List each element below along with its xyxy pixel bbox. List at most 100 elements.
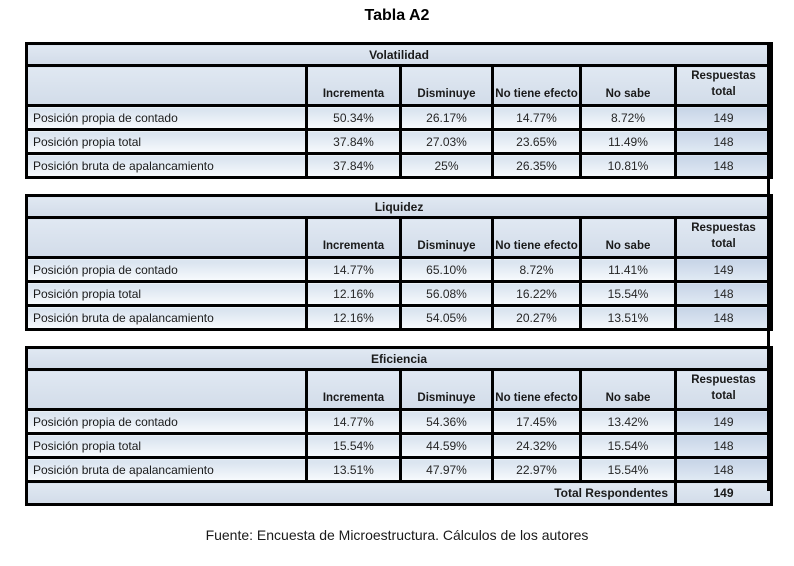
cell-value: 13.51%: [305, 456, 402, 483]
cell-value: 26.35%: [491, 152, 582, 179]
table-row: Posición propia de contado 14.77% 54.36% 17…: [25, 408, 773, 435]
table-row: Posición propia de contado 50.34% 26.17% 14…: [25, 104, 774, 131]
cell-value: 11.49%: [579, 128, 677, 155]
cell-value: 20.27%: [491, 304, 582, 331]
row-label: Posición propia de contado: [25, 104, 308, 131]
cell-value: 15.54%: [579, 432, 677, 459]
column-header-no-tiene-efecto: No tiene efecto: [491, 64, 582, 107]
cell-respuestas-total: 148: [673, 152, 774, 179]
cell-respuestas-total: 148: [674, 456, 773, 483]
section-header-eficiencia: Eficiencia: [25, 346, 773, 371]
table-row: Posición propia total 12.16% 56.08% 16.22% 1…: [25, 280, 774, 307]
column-header-no-sabe: No sabe: [579, 64, 677, 107]
cell-value: 15.54%: [579, 456, 677, 483]
cell-value: 47.97%: [399, 456, 494, 483]
cell-value: 10.81%: [579, 152, 677, 179]
total-row: Total Respondentes 149: [25, 480, 773, 506]
cell-value: 65.10%: [399, 256, 494, 283]
cell-value: 22.97%: [491, 456, 582, 483]
cell-value: 14.77%: [491, 104, 582, 131]
row-label: Posición propia de contado: [25, 408, 308, 435]
cell-value: 11.41%: [579, 256, 677, 283]
cell-value: 54.05%: [399, 304, 494, 331]
cell-value: 12.16%: [305, 304, 402, 331]
column-header-disminuye: Disminuye: [399, 64, 494, 107]
column-header-empty: [25, 368, 308, 411]
table-row: Posición bruta de apalancamiento 13.51% 47…: [25, 456, 773, 483]
column-header-incrementa: Incrementa: [305, 216, 402, 259]
column-header-respuestas-total: Respuestas total: [674, 368, 773, 411]
cell-value: 56.08%: [399, 280, 494, 307]
table-row: Posición propia de contado 14.77% 65.10% 8.…: [25, 256, 774, 283]
row-label: Posición bruta de apalancamiento: [25, 456, 308, 483]
cell-value: 23.65%: [491, 128, 582, 155]
cell-respuestas-total: 148: [673, 128, 774, 155]
column-header-disminuye: Disminuye: [399, 216, 494, 259]
table-row: Posición bruta de apalancamiento 12.16% 54…: [25, 304, 774, 331]
column-header-respuestas-total: Respuestas total: [673, 64, 774, 107]
total-row-label: Total Respondentes: [25, 480, 677, 506]
cell-respuestas-total: 148: [673, 304, 774, 331]
cell-value: 54.36%: [399, 408, 494, 435]
cell-value: 44.59%: [399, 432, 494, 459]
row-label: Posición propia total: [25, 128, 308, 155]
cell-value: 14.77%: [305, 256, 402, 283]
table-eficiencia: Eficiencia Incrementa Disminuye No tiene ef…: [25, 346, 773, 506]
cell-value: 16.22%: [491, 280, 582, 307]
section-header-row: Volatilidad: [24, 42, 774, 67]
cell-respuestas-total: 149: [673, 256, 774, 283]
cell-respuestas-total: 148: [674, 432, 773, 459]
column-header-respuestas-total: Respuestas total: [673, 216, 774, 259]
cell-value: 17.45%: [491, 408, 582, 435]
cell-value: 27.03%: [399, 128, 494, 155]
table-volatilidad: Volatilidad Incrementa Disminuye No tiene e…: [24, 42, 774, 179]
right-edge-rule: [767, 42, 770, 491]
column-header-no-sabe: No sabe: [579, 216, 677, 259]
column-header-empty: [25, 216, 308, 259]
column-header-row: Incrementa Disminuye No tiene efecto No sab…: [25, 216, 774, 259]
cell-value: 12.16%: [305, 280, 402, 307]
column-header-row: Incrementa Disminuye No tiene efecto No sab…: [25, 368, 773, 411]
column-header-incrementa: Incrementa: [305, 64, 402, 107]
section-header-volatilidad: Volatilidad: [24, 42, 774, 67]
source-note: Fuente: Encuesta de Microestructura. Cál…: [205, 527, 589, 543]
table-row: Posición propia total 15.54% 44.59% 24.32% 1…: [25, 432, 773, 459]
cell-respuestas-total: 148: [673, 280, 774, 307]
table-row: Posición propia total 37.84% 27.03% 23.65% 1…: [25, 128, 774, 155]
row-label: Posición bruta de apalancamiento: [25, 152, 308, 179]
cell-value: 37.84%: [305, 128, 402, 155]
column-header-row: Incrementa Disminuye No tiene efecto No sab…: [25, 64, 774, 107]
table-row: Posición bruta de apalancamiento 37.84% 25…: [25, 152, 774, 179]
cell-value: 14.77%: [305, 408, 402, 435]
cell-value: 15.54%: [305, 432, 402, 459]
cell-value: 8.72%: [579, 104, 677, 131]
column-header-no-sabe: No sabe: [579, 368, 677, 411]
row-label: Posición propia total: [25, 280, 308, 307]
cell-value: 24.32%: [491, 432, 582, 459]
column-header-no-tiene-efecto: No tiene efecto: [491, 368, 582, 411]
page-title: Tabla A2: [364, 7, 430, 24]
cell-respuestas-total: 149: [673, 104, 774, 131]
row-label: Posición propia de contado: [25, 256, 308, 283]
column-header-disminuye: Disminuye: [399, 368, 494, 411]
cell-value: 25%: [399, 152, 494, 179]
cell-value: 13.42%: [579, 408, 677, 435]
section-header-liquidez: Liquidez: [24, 194, 774, 219]
section-header-row: Eficiencia: [25, 346, 773, 371]
cell-value: 13.51%: [579, 304, 677, 331]
row-label: Posición bruta de apalancamiento: [25, 304, 308, 331]
cell-value: 15.54%: [579, 280, 677, 307]
cell-value: 50.34%: [305, 104, 402, 131]
section-header-row: Liquidez: [24, 194, 774, 219]
tables-wrap: Volatilidad Incrementa Disminuye No tiene e…: [24, 42, 774, 506]
cell-value: 26.17%: [399, 104, 494, 131]
column-header-empty: [25, 64, 308, 107]
column-header-incrementa: Incrementa: [305, 368, 402, 411]
column-header-no-tiene-efecto: No tiene efecto: [491, 216, 582, 259]
cell-value: 37.84%: [305, 152, 402, 179]
table-liquidez: Liquidez Incrementa Disminuye No tiene efec…: [24, 194, 774, 331]
cell-value: 8.72%: [491, 256, 582, 283]
cell-respuestas-total: 149: [674, 408, 773, 435]
row-label: Posición propia total: [25, 432, 308, 459]
total-row-value: 149: [674, 480, 773, 506]
